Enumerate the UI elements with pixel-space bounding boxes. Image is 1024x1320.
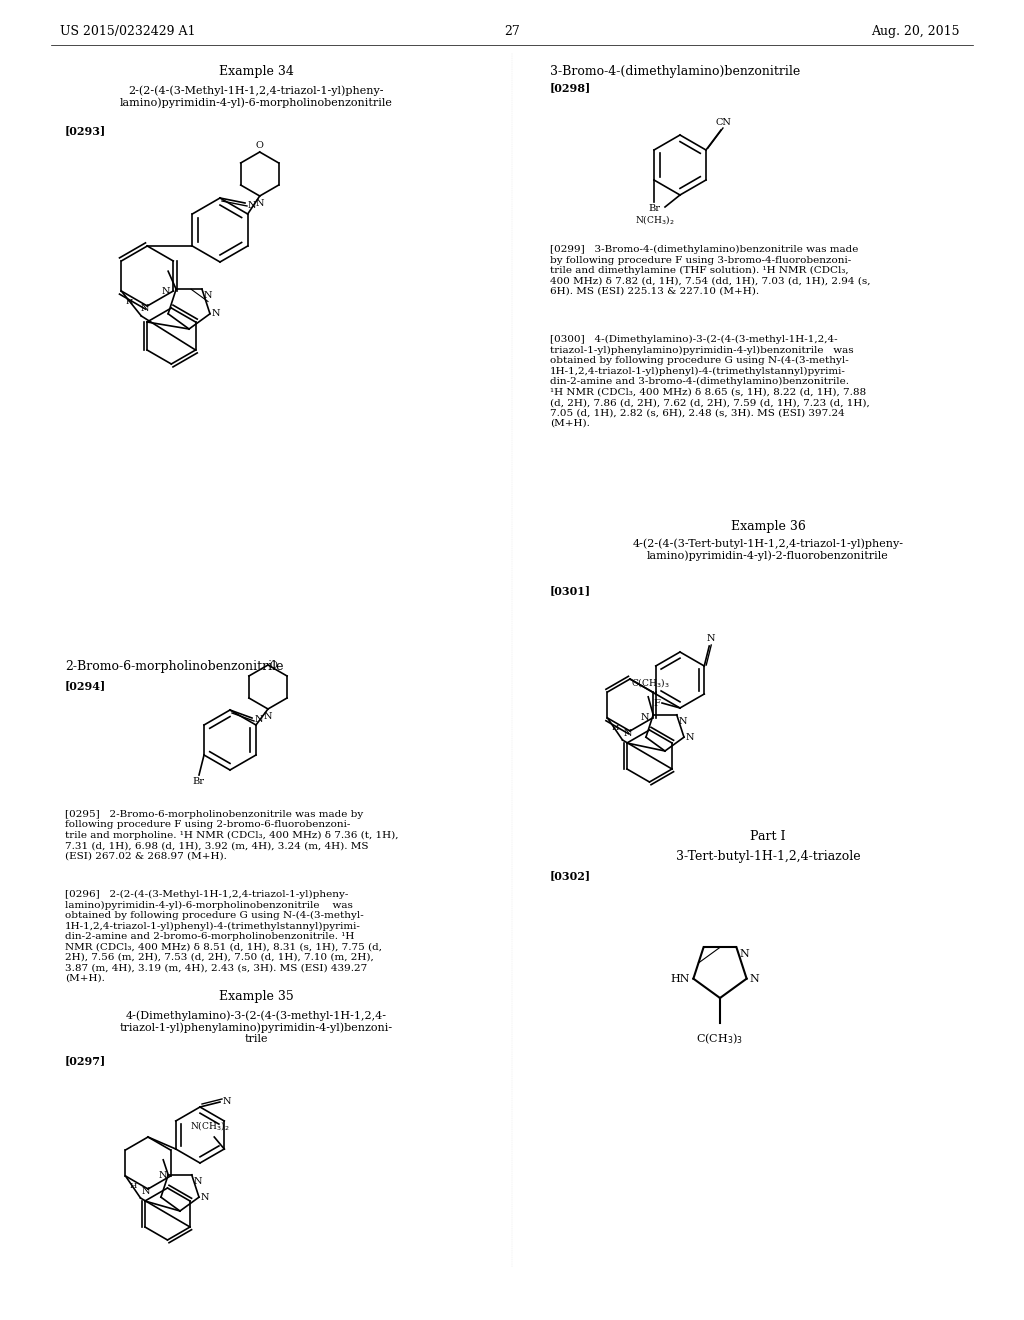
Text: N: N bbox=[255, 715, 263, 725]
Text: 3-Bromo-4-(dimethylamino)benzonitrile: 3-Bromo-4-(dimethylamino)benzonitrile bbox=[550, 65, 800, 78]
Text: N: N bbox=[641, 714, 649, 722]
Text: H: H bbox=[126, 297, 133, 305]
Text: [0300]   4-(Dimethylamino)-3-(2-(4-(3-methyl-1H-1,2,4-
triazol-1-yl)phenylamino): [0300] 4-(Dimethylamino)-3-(2-(4-(3-meth… bbox=[550, 335, 869, 428]
Text: N: N bbox=[159, 1172, 168, 1180]
Text: N: N bbox=[686, 733, 694, 742]
Text: N: N bbox=[739, 949, 750, 960]
Text: Example 35: Example 35 bbox=[219, 990, 293, 1003]
Text: 2-(2-(4-(3-Methyl-1H-1,2,4-triazol-1-yl)pheny-
lamino)pyrimidin-4-yl)-6-morpholi: 2-(2-(4-(3-Methyl-1H-1,2,4-triazol-1-yl)… bbox=[120, 84, 392, 108]
Text: 4-(2-(4-(3-Tert-butyl-1H-1,2,4-triazol-1-yl)pheny-
lamino)pyrimidin-4-yl)-2-fluo: 4-(2-(4-(3-Tert-butyl-1H-1,2,4-triazol-1… bbox=[633, 539, 903, 561]
Text: 2-Bromo-6-morpholinobenzonitrile: 2-Bromo-6-morpholinobenzonitrile bbox=[65, 660, 284, 673]
Text: 3-Tert-butyl-1H-1,2,4-triazole: 3-Tert-butyl-1H-1,2,4-triazole bbox=[676, 850, 860, 863]
Text: N: N bbox=[223, 1097, 231, 1106]
Text: N(CH$_3$)$_2$: N(CH$_3$)$_2$ bbox=[189, 1119, 229, 1133]
Text: 4-(Dimethylamino)-3-(2-(4-(3-methyl-1H-1,2,4-
triazol-1-yl)phenylamino)pyrimidin: 4-(Dimethylamino)-3-(2-(4-(3-methyl-1H-1… bbox=[120, 1010, 392, 1044]
Text: Example 34: Example 34 bbox=[218, 65, 294, 78]
Text: O: O bbox=[256, 141, 263, 150]
Text: H: H bbox=[130, 1181, 137, 1191]
Text: H: H bbox=[611, 723, 620, 733]
Text: [0296]   2-(2-(4-(3-Methyl-1H-1,2,4-triazol-1-yl)pheny-
lamino)pyrimidin-4-yl)-6: [0296] 2-(2-(4-(3-Methyl-1H-1,2,4-triazo… bbox=[65, 890, 382, 983]
Text: CN: CN bbox=[715, 117, 731, 127]
Text: C(CH$_3$)$_3$: C(CH$_3$)$_3$ bbox=[696, 1031, 743, 1045]
Text: N: N bbox=[707, 634, 716, 643]
Text: N: N bbox=[194, 1177, 202, 1185]
Text: [0299]   3-Bromo-4-(dimethylamino)benzonitrile was made
by following procedure F: [0299] 3-Bromo-4-(dimethylamino)benzonit… bbox=[550, 246, 870, 296]
Text: N: N bbox=[248, 201, 256, 210]
Text: Br: Br bbox=[193, 777, 204, 785]
Text: Example 36: Example 36 bbox=[730, 520, 806, 533]
Text: [0297]: [0297] bbox=[65, 1055, 106, 1067]
Text: N: N bbox=[141, 1187, 151, 1196]
Text: N: N bbox=[624, 729, 632, 738]
Text: [0294]: [0294] bbox=[65, 680, 106, 690]
Text: N(CH$_3$)$_2$: N(CH$_3$)$_2$ bbox=[635, 213, 675, 226]
Text: F: F bbox=[653, 698, 660, 708]
Text: N: N bbox=[212, 309, 220, 318]
Text: N: N bbox=[264, 711, 272, 721]
Text: [0301]: [0301] bbox=[550, 585, 591, 597]
Text: 27: 27 bbox=[504, 25, 520, 38]
Text: N: N bbox=[255, 199, 264, 209]
Text: [0293]: [0293] bbox=[65, 125, 106, 136]
Text: Part I: Part I bbox=[751, 830, 785, 843]
Text: US 2015/0232429 A1: US 2015/0232429 A1 bbox=[60, 25, 196, 38]
Text: [0302]: [0302] bbox=[550, 870, 591, 880]
Text: N: N bbox=[201, 1193, 210, 1201]
Text: N: N bbox=[750, 974, 760, 983]
Text: [0298]: [0298] bbox=[550, 82, 591, 92]
Text: C(CH$_3$)$_3$: C(CH$_3$)$_3$ bbox=[631, 676, 670, 689]
Text: Br: Br bbox=[648, 205, 660, 213]
Text: N: N bbox=[204, 292, 213, 300]
Text: [0295]   2-Bromo-6-morpholinobenzonitrile was made by
following procedure F usin: [0295] 2-Bromo-6-morpholinobenzonitrile … bbox=[65, 810, 398, 861]
Text: N: N bbox=[162, 286, 170, 296]
Text: HN: HN bbox=[671, 974, 690, 983]
Text: N: N bbox=[141, 304, 150, 313]
Text: N: N bbox=[679, 717, 687, 726]
Text: O: O bbox=[270, 660, 278, 669]
Text: Aug. 20, 2015: Aug. 20, 2015 bbox=[871, 25, 961, 38]
